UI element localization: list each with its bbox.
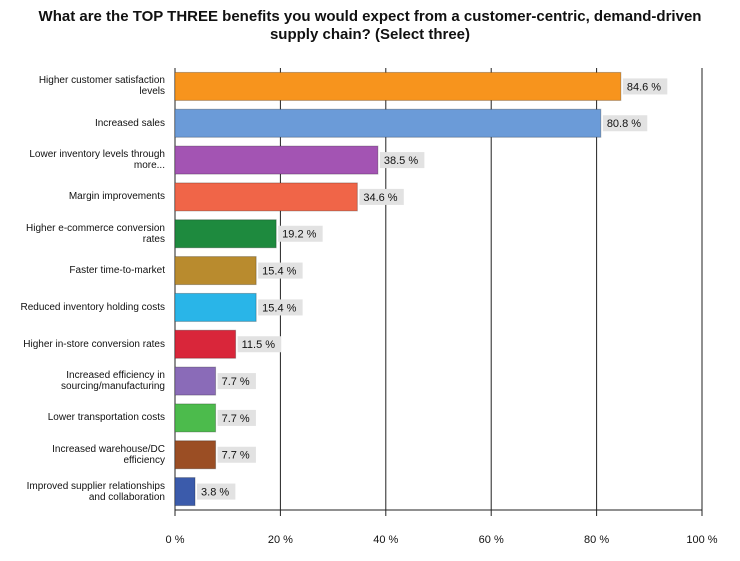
value-label-bg: [237, 336, 282, 353]
bar: [174, 219, 277, 249]
value-label: 7.7 %: [222, 450, 250, 462]
value-label: 38.5 %: [384, 155, 418, 167]
value-label-bg: [217, 446, 256, 463]
value-label-bg: [278, 225, 323, 242]
y-tick-label: Increased warehouse/DC efficiency: [52, 443, 165, 466]
y-tick-label: Higher customer satisfaction levels: [38, 75, 165, 98]
value-label: 80.8 %: [607, 118, 641, 130]
value-label: 3.8 %: [201, 486, 229, 498]
bar: [174, 108, 602, 138]
bar: [174, 256, 257, 286]
value-label: 15.4 %: [262, 265, 296, 277]
y-tick-label: Higher e-commerce conversion rates: [26, 222, 165, 245]
bar: [174, 477, 196, 507]
value-label-bg: [197, 483, 236, 500]
value-label: 7.7 %: [222, 413, 250, 425]
bar: [174, 440, 217, 470]
value-label-bg: [258, 299, 303, 316]
y-tick-label: Faster time-to-market: [69, 265, 165, 277]
value-label: 15.4 %: [262, 302, 296, 314]
y-tick-label: Reduced inventory holding costs: [20, 301, 165, 313]
x-tick-label: 40 %: [373, 534, 398, 546]
x-tick-label: 80 %: [584, 534, 609, 546]
value-label-bg: [217, 409, 256, 426]
value-label: 19.2 %: [282, 229, 316, 241]
y-tick-label: Higher in-store conversion rates: [23, 338, 165, 350]
value-label: 84.6 %: [627, 81, 661, 93]
value-label-bg: [359, 188, 404, 205]
value-label-bg: [622, 78, 668, 95]
bar: [174, 366, 217, 396]
x-tick-label: 100 %: [686, 534, 717, 546]
value-label-bg: [602, 115, 648, 132]
bar: [174, 292, 257, 322]
bar: [174, 145, 379, 175]
y-tick-label: Increased efficiency in sourcing/manufac…: [61, 370, 165, 393]
y-tick-label: Lower inventory levels through more...: [29, 149, 165, 172]
value-label-bg: [258, 262, 303, 279]
y-tick-label: Increased sales: [94, 117, 165, 129]
chart-title: What are the TOP THREE benefits you woul…: [38, 8, 702, 43]
x-tick-label: 20 %: [268, 534, 293, 546]
bar: [174, 403, 217, 433]
value-label: 11.5 %: [242, 339, 276, 351]
value-label-bg: [379, 152, 425, 169]
x-tick-label: 60 %: [479, 534, 504, 546]
bar: [174, 71, 622, 101]
x-tick-label: 0 %: [166, 534, 185, 546]
value-label: 34.6 %: [363, 192, 397, 204]
value-label: 7.7 %: [222, 376, 250, 388]
bar: [174, 182, 358, 212]
y-tick-label: Lower transportation costs: [47, 412, 165, 424]
y-tick-label: Improved supplier relationships and coll…: [26, 480, 165, 503]
y-tick-label: Margin improvements: [68, 191, 165, 203]
bar: [174, 329, 237, 359]
value-label-bg: [217, 373, 256, 390]
